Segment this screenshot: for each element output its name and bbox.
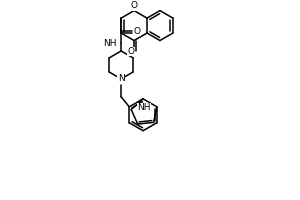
Text: O: O: [133, 27, 140, 36]
Text: NH: NH: [103, 39, 116, 48]
Text: NH: NH: [137, 103, 151, 112]
Text: N: N: [118, 74, 124, 83]
Text: O: O: [128, 47, 135, 56]
Text: O: O: [130, 1, 138, 10]
